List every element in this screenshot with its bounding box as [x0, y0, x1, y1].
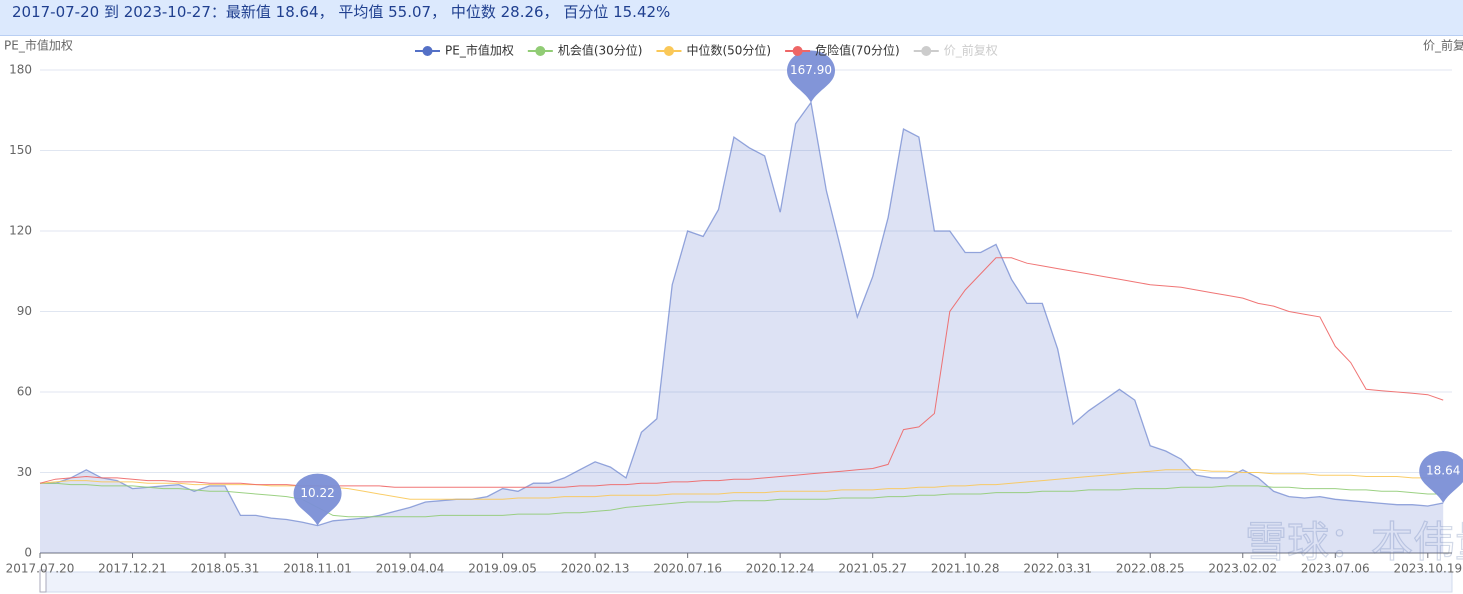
y-tick-label: 0	[24, 546, 32, 560]
x-tick-label: 2022.08.25	[1116, 562, 1185, 576]
legend-icon	[792, 46, 803, 56]
marker-pin: 18.64	[1419, 451, 1463, 503]
x-tick-label: 2017.07.20	[6, 562, 75, 576]
area	[40, 102, 1444, 553]
legend-label[interactable]: 价_前复权	[944, 43, 998, 58]
legend-icon	[663, 46, 674, 56]
x-tick-label: 2019.09.05	[468, 562, 537, 576]
x-tick-label: 2023.07.06	[1301, 562, 1370, 576]
x-tick-label: 2018.11.01	[283, 562, 352, 576]
legend-icon	[535, 46, 546, 56]
y-tick-label: 150	[9, 143, 32, 157]
x-tick-label: 2021.10.28	[931, 562, 1000, 576]
summary-header: 2017-07-20 到 2023-10-27：最新值 18.64， 平均值 5…	[0, 0, 1463, 36]
pin-label: 10.22	[300, 486, 334, 500]
pin	[787, 50, 835, 103]
x-tick-label: 2022.03.31	[1023, 562, 1092, 576]
x-tick-label: 2017.12.21	[98, 562, 167, 576]
marker-pin: 10.22	[293, 473, 342, 526]
x-tick-label: 2023.10.19	[1393, 562, 1462, 576]
y2-axis-label: 价_前复权	[1423, 38, 1463, 53]
pin-label: 167.90	[790, 63, 832, 77]
x-tick-label: 2023.02.02	[1208, 562, 1277, 576]
y-tick-label: 120	[9, 224, 32, 238]
pin	[1419, 451, 1463, 503]
y-tick-label: 180	[9, 63, 32, 77]
legend-icon	[422, 46, 433, 56]
series-line	[40, 482, 1444, 518]
series-line	[39, 469, 1444, 500]
legend-label[interactable]: PE_市值加权	[445, 43, 514, 58]
x-tick-label: 2020.07.16	[653, 562, 722, 576]
watermark: 雪球：本伟量投	[1245, 518, 1463, 567]
x-tick-label: 2021.05.27	[838, 562, 907, 576]
x-tick-label: 2018.05.31	[191, 562, 260, 576]
x-tick-label: 2019.04.04	[376, 562, 445, 576]
y-tick-label: 60	[17, 385, 32, 399]
y-tick-label: 30	[17, 465, 32, 479]
pin	[293, 473, 342, 526]
x-tick-label: 2020.02.13	[561, 562, 630, 576]
marker-pin: 167.90	[787, 50, 835, 103]
legend-label[interactable]: 中位数(50分位)	[686, 43, 771, 58]
y-tick-label: 90	[17, 304, 32, 318]
zoom-handle[interactable]	[39, 569, 47, 593]
pin-label: 18.64	[1426, 463, 1460, 477]
series-line	[39, 257, 1444, 488]
x-tick-label: 2020.12.24	[746, 562, 815, 576]
y-axis-label: PE_市值加权	[4, 38, 73, 53]
legend-icon	[921, 46, 932, 56]
legend-label[interactable]: 机会值(30分位)	[558, 43, 643, 58]
legend-label[interactable]: 危险值(70分位)	[815, 43, 900, 58]
series-line	[40, 100, 1444, 527]
